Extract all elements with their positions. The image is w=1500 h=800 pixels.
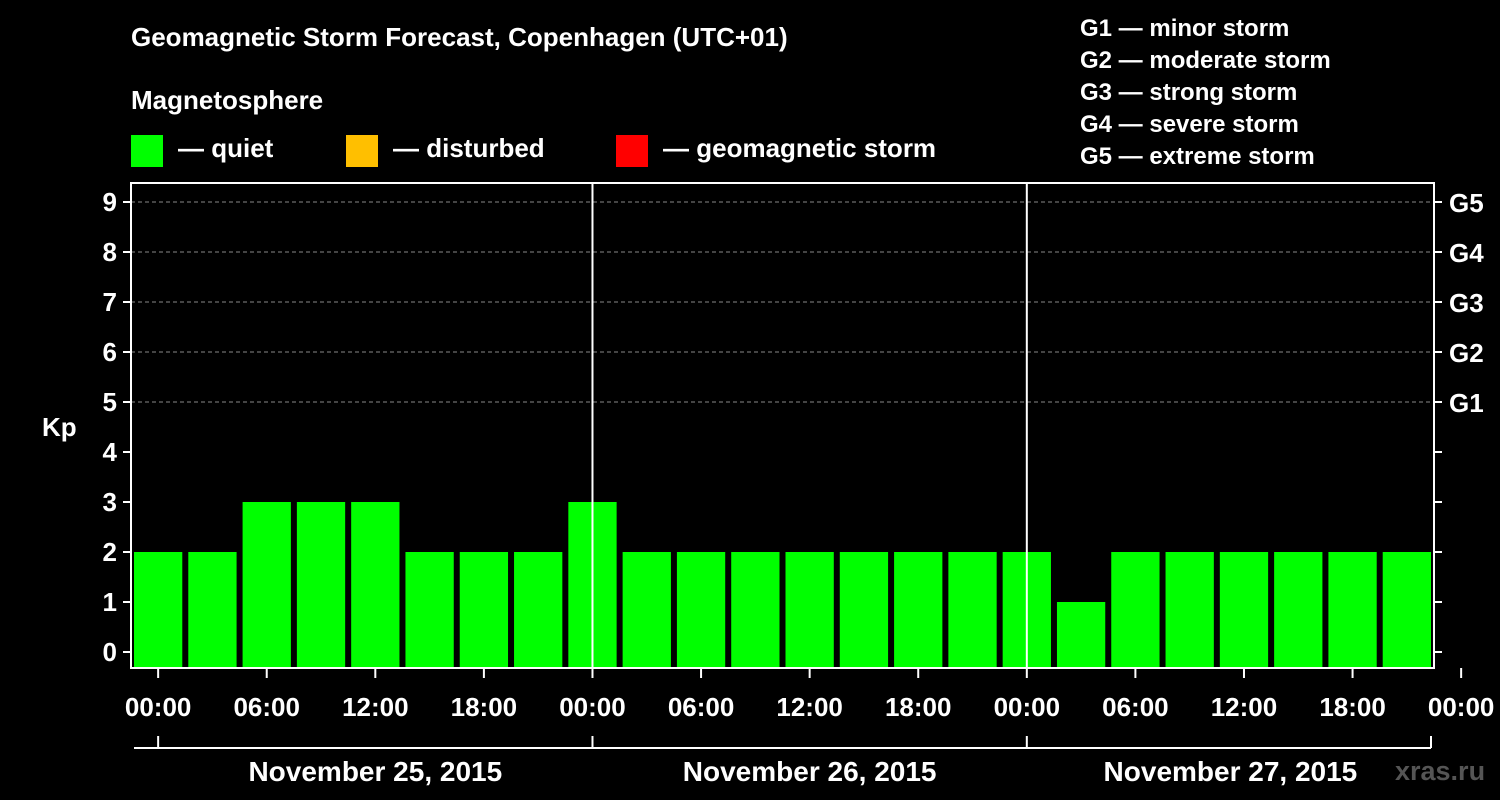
g-tick-label: G1 <box>1449 388 1484 418</box>
chart-title: Geomagnetic Storm Forecast, Copenhagen (… <box>131 22 788 52</box>
kp-bar <box>351 502 400 668</box>
g-scale-g2: G2 — moderate storm <box>1080 47 1331 74</box>
kp-bar <box>948 552 997 668</box>
kp-bar <box>1328 552 1377 668</box>
g-tick-label: G2 <box>1449 338 1484 368</box>
g-scale-g5: G5 — extreme storm <box>1080 143 1315 170</box>
kp-bar <box>676 552 726 668</box>
legend-label-quiet: — quiet <box>178 133 274 163</box>
x-tick-label: 18:00 <box>451 692 518 722</box>
x-tick-label: 00:00 <box>994 692 1061 722</box>
kp-bar <box>1219 552 1269 668</box>
y-tick-label: 9 <box>103 187 117 217</box>
kp-bar <box>785 552 834 668</box>
y-tick-label: 0 <box>103 637 117 667</box>
legend-heading: Magnetosphere <box>131 85 324 115</box>
x-tick-label: 12:00 <box>342 692 409 722</box>
g-tick-label: G5 <box>1449 188 1484 218</box>
plot-frame <box>130 182 1435 669</box>
x-tick-label: 18:00 <box>885 692 952 722</box>
x-tick-label: 06:00 <box>1102 692 1169 722</box>
legend-swatch-storm <box>616 135 648 167</box>
day-label: November 26, 2015 <box>683 756 937 787</box>
y-tick-label: 1 <box>103 587 117 617</box>
kp-bar <box>839 552 889 668</box>
kp-bar <box>459 552 509 668</box>
x-tick-label: 06:00 <box>668 692 735 722</box>
x-tick-label: 00:00 <box>1428 692 1495 722</box>
kp-bar <box>1274 552 1323 668</box>
x-tick-label: 00:00 <box>125 692 192 722</box>
g-scale-g4: G4 — severe storm <box>1080 111 1299 138</box>
kp-bar <box>1165 552 1214 668</box>
y-tick-label: 8 <box>103 237 117 267</box>
y-tick-label: 5 <box>103 387 117 417</box>
legend-label-disturbed: — disturbed <box>393 133 545 163</box>
g-scale-g1: G1 — minor storm <box>1080 15 1290 42</box>
legend-swatch-disturbed <box>346 135 378 167</box>
g-scale-g3: G3 — strong storm <box>1080 79 1298 106</box>
y-tick-label: 6 <box>103 337 117 367</box>
day-label: November 25, 2015 <box>248 756 502 787</box>
x-tick-label: 06:00 <box>233 692 300 722</box>
kp-bar <box>1111 552 1160 668</box>
x-tick-label: 12:00 <box>1211 692 1278 722</box>
kp-bar <box>296 502 346 668</box>
kp-bar <box>731 552 780 668</box>
g-tick-label: G3 <box>1449 288 1484 318</box>
legend-label-storm: — geomagnetic storm <box>663 133 937 163</box>
kp-bar <box>405 552 454 668</box>
y-tick-label: 7 <box>103 287 117 317</box>
legend-swatch-quiet <box>131 135 163 167</box>
y-tick-label: 2 <box>103 537 117 567</box>
g-tick-label: G4 <box>1449 238 1484 268</box>
kp-bar <box>1382 552 1431 668</box>
kp-bar <box>188 552 237 668</box>
kp-bar <box>134 552 183 668</box>
y-tick-label: 3 <box>103 487 117 517</box>
x-tick-label: 18:00 <box>1319 692 1386 722</box>
kp-bar <box>894 552 943 668</box>
kp-bar <box>242 502 291 668</box>
y-axis-label: Kp <box>42 412 77 442</box>
x-tick-label: 12:00 <box>776 692 843 722</box>
day-label: November 27, 2015 <box>1104 756 1358 787</box>
kp-bar <box>1056 602 1106 668</box>
x-tick-label: 00:00 <box>559 692 626 722</box>
kp-bar <box>622 552 671 668</box>
watermark: xras.ru <box>1395 756 1486 786</box>
kp-bar <box>514 552 563 668</box>
y-tick-label: 4 <box>103 437 118 467</box>
